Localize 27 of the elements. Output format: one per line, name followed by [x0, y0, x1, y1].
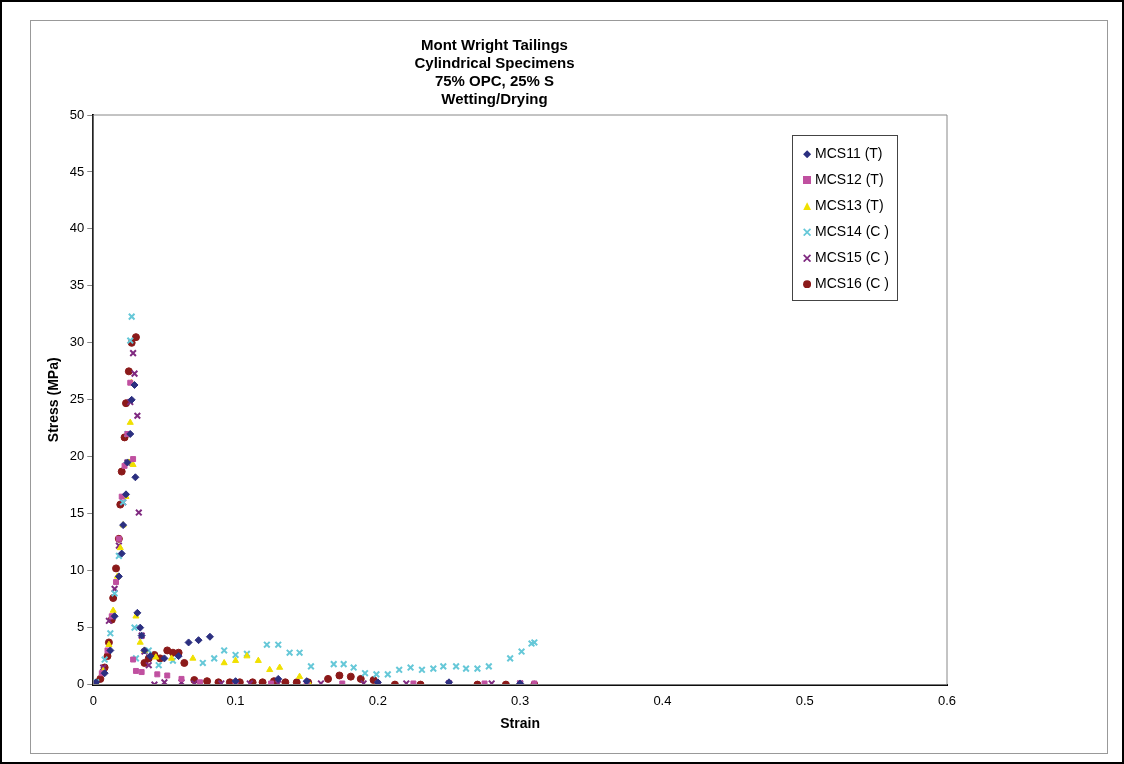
y-tick-label: 5 [77, 619, 85, 635]
x-tick-label: 0.5 [795, 692, 814, 708]
y-tick-label: 10 [69, 562, 85, 578]
x-tick-label: 0.1 [226, 692, 245, 708]
y-tick-label: 0 [77, 676, 85, 692]
y-tick-label: 40 [69, 220, 85, 236]
y-tick-label: 25 [69, 391, 85, 407]
y-tick-label: 20 [69, 448, 85, 464]
y-tick-label: 30 [69, 334, 85, 350]
x-tick-label: 0 [89, 692, 97, 708]
x-tick-label: 0.4 [653, 692, 672, 708]
legend-label: MCS14 (C ) [815, 223, 889, 239]
legend-label: MCS15 (C ) [815, 249, 889, 265]
y-tick-label: 35 [69, 277, 85, 293]
y-tick-label: 50 [69, 106, 85, 122]
legend-label: MCS16 (C ) [815, 275, 889, 291]
y-tick-label: 45 [69, 163, 85, 179]
y-axis-title: Stress (MPa) [45, 357, 62, 443]
x-tick-label: 0.6 [937, 692, 957, 708]
legend-label: MCS12 (T) [815, 171, 884, 187]
x-tick-label: 0.3 [511, 692, 530, 708]
y-tick-label: 15 [69, 505, 85, 521]
chart-title: Mont Wright Tailings Cylindrical Specimens 75% OPC, 25% S Wetting/Drying [414, 36, 575, 108]
x-tick-label: 0.2 [368, 692, 387, 708]
legend-label: MCS11 (T) [815, 145, 883, 161]
x-axis-title: Strain [500, 715, 540, 732]
legend-label: MCS13 (T) [815, 197, 884, 213]
